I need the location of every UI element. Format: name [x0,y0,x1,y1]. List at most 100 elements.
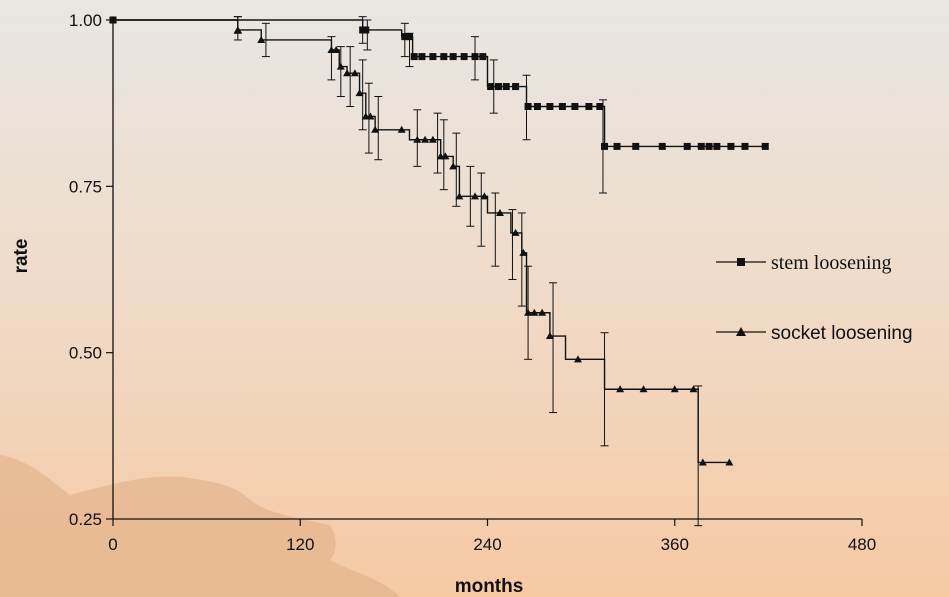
error-bar [549,282,558,414]
data-point-square [524,102,532,110]
data-point-triangle [441,152,450,160]
data-point-triangle [336,62,345,70]
legend-marker-triangle [736,327,746,336]
error-bar [336,46,345,98]
error-bar [694,385,703,527]
data-point-triangle [689,385,698,393]
data-point-square [697,142,705,150]
x-tick-label: 0 [108,535,117,554]
series-line [113,19,769,148]
data-point-square [405,33,413,41]
data-point-square [596,102,604,110]
data-point-square [429,53,437,61]
data-point-triangle [455,192,464,200]
data-point-triangle [421,135,430,143]
data-point-triangle [350,69,359,77]
data-point-square [512,83,520,91]
data-point-triangle [574,355,583,363]
data-point-triangle [480,192,489,200]
data-point-triangle [257,35,266,43]
data-point-triangle [538,308,547,316]
data-point-square [683,142,691,150]
error-bar [433,112,442,174]
data-point-square [460,53,468,61]
error-bar [363,19,372,51]
error-bar [491,192,500,267]
data-point-triangle [524,308,533,316]
data-point-square [487,83,495,91]
data-point-triangle [530,308,539,316]
data-point-square [727,142,735,150]
data-point-square [479,53,487,61]
data-point-square [418,53,426,61]
data-point-square [571,102,579,110]
y-tick-label: 0.50 [69,344,102,363]
x-axis-title: months [455,576,524,597]
data-point-square [471,53,479,61]
data-point-triangle [343,69,352,77]
series-line [113,19,730,464]
data-point-triangle [109,16,117,23]
x-ticks: 0 120 240 360 480 [108,519,876,554]
data-point-triangle [616,385,625,393]
data-point-triangle [471,192,480,200]
y-tick-label: 0.75 [69,177,102,196]
x-tick-label: 480 [848,535,876,554]
data-point-square [410,53,418,61]
data-point-triangle [371,125,380,133]
error-bar [517,212,526,307]
legend-label-socket: socket loosening [771,323,913,344]
y-tick-label: 1.00 [69,11,102,30]
data-point-square [613,142,621,150]
legend-marker-square [737,258,745,266]
data-point-triangle [725,458,734,466]
data-point-square [761,142,769,150]
axes: 0 120 240 360 480 0.25 0.50 0.75 1.00 [69,11,876,554]
data-point-triangle [355,89,364,97]
legend-item-socket: socket loosening [716,323,913,344]
y-tick-label: 0.25 [69,510,102,529]
legend-item-stem: stem loosening [716,252,892,274]
data-point-square [705,142,713,150]
error-bar [346,46,355,107]
data-point-square [558,102,566,110]
error-bar [466,165,475,227]
series-stem-loosening [109,16,769,194]
data-point-triangle [332,45,341,53]
background-hill [0,455,400,597]
data-point-square [440,53,448,61]
x-tick-label: 240 [473,535,501,554]
y-ticks: 0.25 0.50 0.75 1.00 [69,11,113,529]
data-point-square [658,142,666,150]
data-point-triangle [519,248,528,256]
error-bar [439,119,448,191]
data-point-square [741,142,749,150]
data-point-square [494,83,502,91]
y-axis-title: rate [11,239,32,274]
error-bar [327,36,336,81]
data-point-triangle [511,228,520,236]
data-point-square [632,142,640,150]
error-bar [477,172,486,247]
data-point-triangle [397,125,406,133]
data-point-square [533,102,541,110]
error-bar [374,96,383,161]
data-point-triangle [449,162,458,170]
x-tick-label: 120 [286,535,314,554]
data-point-square [401,33,409,41]
x-tick-label: 360 [661,535,689,554]
data-point-triangle [495,208,504,216]
data-point-triangle [545,332,554,340]
data-point-triangle [670,385,679,393]
data-point-square [502,83,510,91]
error-bar [261,22,270,58]
data-point-square [585,102,593,110]
legend: stem loosening socket loosening [716,252,913,344]
error-bar [508,209,517,280]
data-point-triangle [428,135,437,143]
data-point-square [713,142,721,150]
error-bar [452,132,461,207]
data-point-square [449,53,457,61]
data-point-square [601,142,609,150]
